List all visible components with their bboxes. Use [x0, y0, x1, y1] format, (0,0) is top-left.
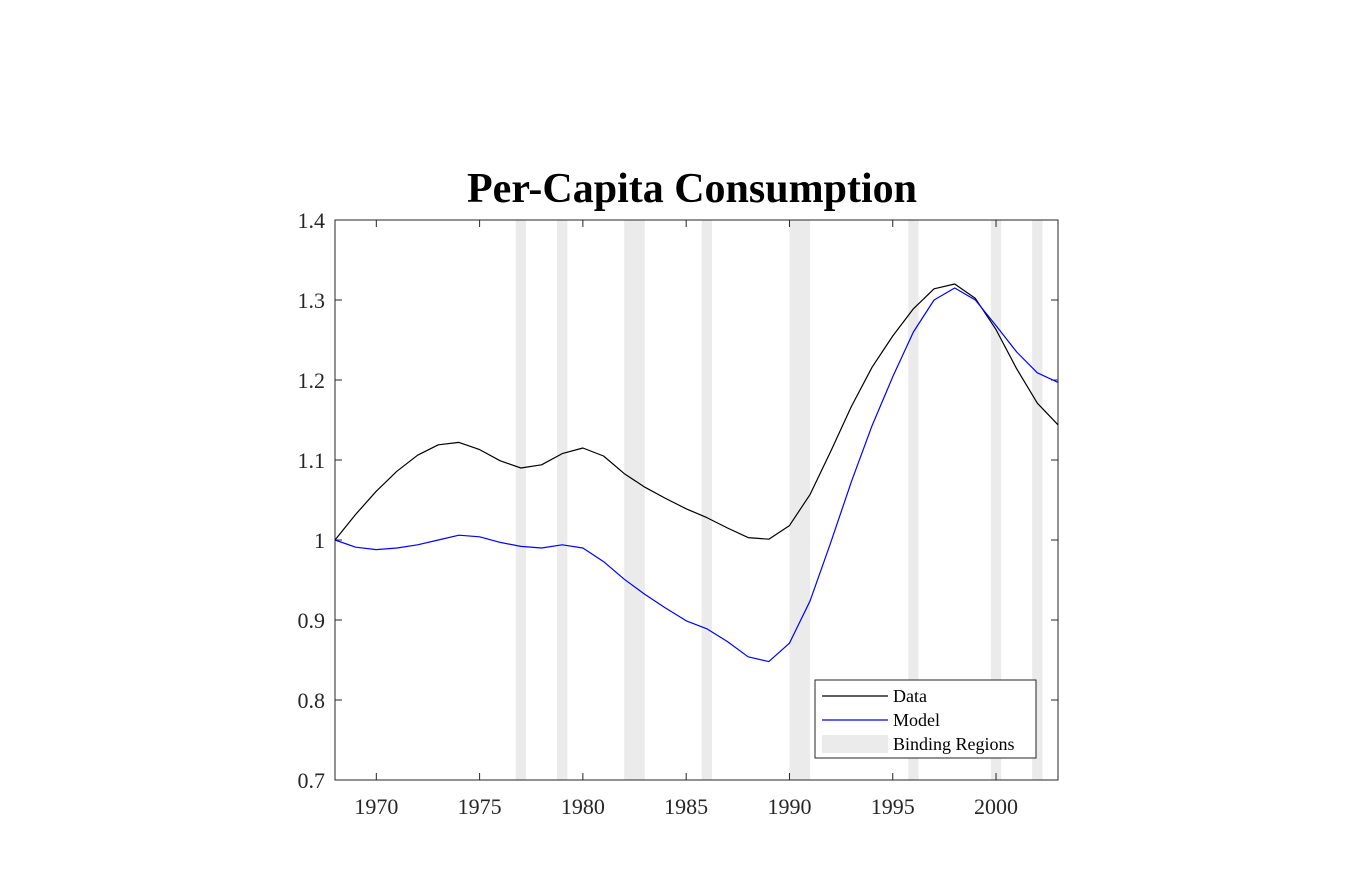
binding-region-5	[908, 220, 919, 780]
x-tick-label: 1985	[664, 794, 708, 819]
legend-label: Model	[893, 710, 940, 730]
y-tick-label: 1.3	[298, 288, 326, 313]
y-tick-label: 0.7	[298, 768, 326, 793]
binding-region-4	[789, 220, 811, 780]
x-tick-label: 1975	[458, 794, 502, 819]
x-tick-label: 2000	[974, 794, 1018, 819]
legend-swatch-binding-regions	[822, 735, 888, 753]
legend-label: Data	[893, 686, 927, 706]
x-tick-label: 1980	[561, 794, 605, 819]
binding-region-2	[624, 220, 645, 780]
series-layer	[334, 283, 1059, 663]
binding-regions-layer	[515, 220, 1043, 780]
legend: Data Model Binding Regions	[814, 679, 1037, 759]
binding-region-6	[990, 220, 1002, 780]
binding-region-0	[515, 220, 527, 780]
y-tick-label: 1	[314, 528, 325, 553]
y-tick-label: 0.8	[298, 688, 326, 713]
x-tick-label: 1990	[767, 794, 811, 819]
y-tick-label: 1.1	[298, 448, 326, 473]
x-tick-label: 1995	[871, 794, 915, 819]
y-tick-label: 1.4	[298, 208, 326, 233]
y-tick-label: 0.9	[298, 608, 326, 633]
binding-region-3	[701, 220, 712, 780]
series-line-model	[334, 287, 1059, 663]
plot-frame	[334, 219, 1059, 781]
legend-label: Binding Regions	[893, 734, 1015, 754]
binding-region-7	[1032, 220, 1043, 780]
axes-layer: 1970 1975 1980 1985 1990 1995 2000 0.7 0.8 0.9 1 1.…	[298, 208, 1059, 819]
binding-region-1	[557, 220, 568, 780]
series-line-data	[334, 283, 1059, 541]
chart-title: Per-Capita Consumption	[467, 166, 917, 212]
x-tick-label: 1970	[354, 794, 398, 819]
y-tick-label: 1.2	[298, 368, 326, 393]
